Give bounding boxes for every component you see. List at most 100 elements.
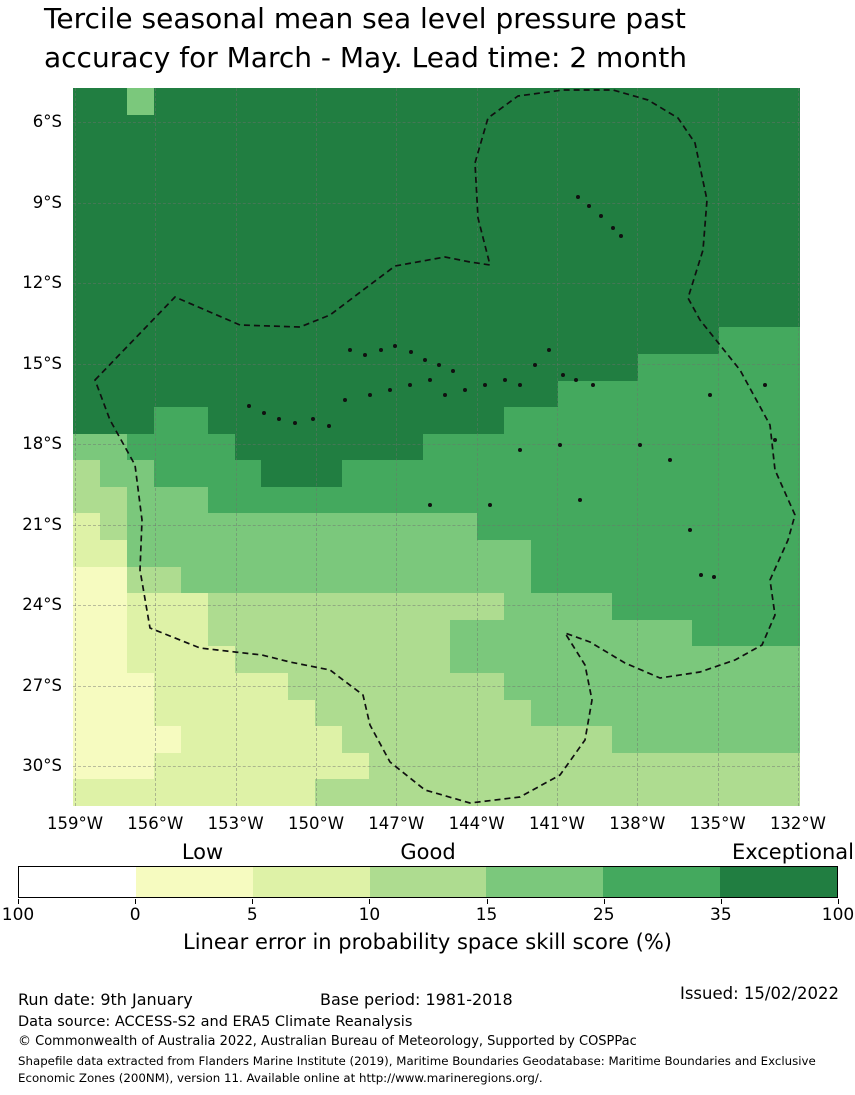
heatmap-cell: [449, 88, 477, 115]
heatmap-cell: [126, 114, 154, 142]
island-dot: [463, 388, 467, 392]
heatmap-cell: [611, 114, 639, 142]
heatmap-cell: [503, 353, 531, 381]
island-dot: [688, 528, 692, 532]
heatmap-cell: [369, 646, 397, 674]
heatmap-cell: [153, 274, 181, 301]
skill-heatmap: [73, 88, 800, 806]
heatmap-cell: [126, 699, 154, 727]
shapefile-note-text: Shapefile data extracted from Flanders M…: [18, 1054, 816, 1085]
heatmap-cell: [288, 380, 316, 408]
heatmap-cell: [638, 141, 666, 168]
heatmap-cell: [719, 779, 747, 806]
heatmap-cell: [153, 779, 181, 806]
heatmap-cell: [476, 699, 504, 727]
heatmap-cell: [153, 353, 181, 381]
heatmap-cell: [584, 88, 612, 115]
heatmap-cell: [207, 167, 235, 195]
heatmap-cell: [234, 513, 262, 541]
heatmap-cell: [99, 380, 127, 408]
heatmap-cell: [396, 566, 424, 594]
island-dot: [428, 503, 432, 507]
heatmap-cell: [153, 699, 181, 727]
island-dot: [388, 388, 392, 392]
heatmap-cell: [692, 407, 720, 434]
heatmap-cell: [449, 380, 477, 408]
heatmap-cell: [611, 327, 639, 354]
x-axis-tick-label: 153°W: [207, 814, 264, 833]
island-dot: [343, 398, 347, 402]
heatmap-cell: [449, 513, 477, 541]
heatmap-cell: [126, 726, 154, 753]
heatmap-cell: [126, 194, 154, 221]
island-dot: [327, 424, 331, 428]
colorbar-label-good: Good: [400, 840, 456, 864]
y-axis-tick-label: 21°S: [22, 514, 62, 534]
heatmap-cell: [73, 247, 100, 275]
heatmap-cell: [719, 88, 747, 115]
island-dot: [409, 350, 413, 354]
heatmap-cell: [746, 167, 774, 195]
heatmap-cell: [207, 220, 235, 248]
island-dot: [293, 421, 297, 425]
heatmap-cell: [315, 779, 343, 806]
island-dot: [576, 195, 580, 199]
heatmap-cell: [692, 486, 720, 514]
map-plot-area: [73, 88, 800, 806]
island-dot: [247, 404, 251, 408]
heatmap-cell: [665, 274, 693, 301]
heatmap-cell: [423, 726, 450, 753]
heatmap-cell: [180, 433, 208, 461]
heatmap-cell: [773, 274, 800, 301]
heatmap-cell: [73, 752, 100, 780]
heatmap-cell: [746, 433, 774, 461]
heatmap-cell: [261, 247, 289, 275]
heatmap-cell: [476, 540, 504, 567]
heatmap-cell: [180, 380, 208, 408]
heatmap-cell: [99, 779, 127, 806]
heatmap-cell: [557, 540, 585, 567]
heatmap-cell: [423, 141, 450, 168]
heatmap-cell: [207, 88, 235, 115]
heatmap-cell: [611, 88, 639, 115]
heatmap-cell: [584, 380, 612, 408]
heatmap-cell: [288, 699, 316, 727]
heatmap-cell: [99, 300, 127, 328]
heatmap-cell: [261, 699, 289, 727]
heatmap-cell: [73, 593, 100, 620]
heatmap-cell: [342, 593, 370, 620]
heatmap-cell: [530, 194, 558, 221]
heatmap-cell: [153, 247, 181, 275]
heatmap-cell: [746, 353, 774, 381]
heatmap-cell: [73, 566, 100, 594]
heatmap-cell: [665, 407, 693, 434]
heatmap-cell: [369, 619, 397, 647]
heatmap-cell: [342, 194, 370, 221]
heatmap-cell: [476, 566, 504, 594]
heatmap-cell: [719, 513, 747, 541]
heatmap-cell: [746, 779, 774, 806]
heatmap-cell: [261, 433, 289, 461]
heatmap-cell: [180, 167, 208, 195]
heatmap-cell: [476, 353, 504, 381]
colorbar-category-labels: Low Good Exceptional: [18, 840, 854, 868]
heatmap-cell: [530, 141, 558, 168]
heatmap-cell: [369, 407, 397, 434]
heatmap-cell: [611, 247, 639, 275]
heatmap-cell: [396, 726, 424, 753]
colorbar-tickmark: [18, 899, 19, 904]
heatmap-cell: [261, 486, 289, 514]
heatmap-cell: [288, 327, 316, 354]
island-dot: [533, 363, 537, 367]
heatmap-cell: [396, 752, 424, 780]
heatmap-cell: [288, 274, 316, 301]
heatmap-cell: [557, 247, 585, 275]
heatmap-cell: [719, 673, 747, 700]
heatmap-cell: [73, 380, 100, 408]
island-dot: [408, 383, 412, 387]
island-dot: [599, 214, 603, 218]
heatmap-cell: [557, 327, 585, 354]
heatmap-cell: [584, 726, 612, 753]
data-source-text: Data source: ACCESS-S2 and ERA5 Climate …: [18, 1014, 413, 1030]
